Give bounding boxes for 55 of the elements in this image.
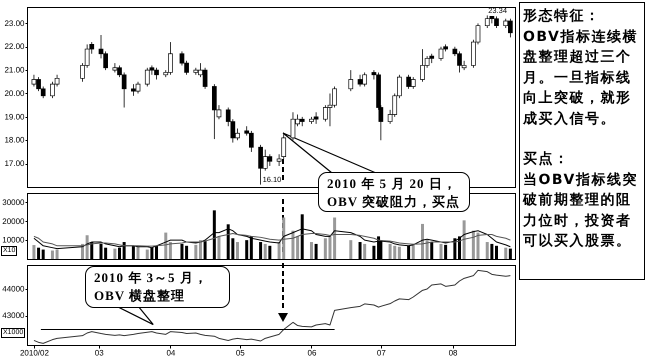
bar: [136, 246, 140, 259]
y-tick-label: 22.00: [4, 42, 26, 52]
bar: [217, 236, 220, 259]
candlestick: [410, 76, 416, 90]
bar: [264, 244, 267, 259]
annotation: 2010 年 5 月 20 日， OBV 突破阻力，买点: [327, 175, 461, 211]
x-tick-label: 07: [376, 348, 386, 358]
y-tick-label: 19.00: [4, 112, 26, 122]
x-tick-label: 08: [448, 348, 458, 358]
candlestick: [484, 15, 490, 28]
text: 当OBV指标线突破前期整理的阻力位时，投资者可以买入股票。: [523, 170, 639, 251]
text: 形态特征：: [523, 7, 602, 26]
x-tick-label: 06: [308, 348, 317, 358]
x-tick-label: 2010/02: [20, 348, 50, 358]
x-tick-label: 05: [236, 348, 246, 358]
y-tick-label: 10000: [2, 236, 26, 245]
candlestick: [429, 53, 434, 64]
bar: [486, 242, 489, 259]
bar: [198, 240, 202, 259]
y-tick-label: 18.00: [4, 136, 26, 145]
bar: [476, 232, 480, 259]
bar: [388, 244, 392, 259]
bar: [462, 220, 466, 259]
y-tick-label: 44000: [2, 284, 26, 294]
line-series: [33, 233, 511, 247]
bar: [398, 246, 401, 259]
text: 买点：: [523, 150, 570, 169]
x-tick-label: 03: [94, 348, 104, 358]
candlestick: [276, 154, 282, 166]
bar: [310, 242, 313, 259]
y-tick-label: 17.00: [4, 159, 26, 168]
x-tick-label: 04: [166, 348, 176, 358]
y-tick-label: 23.00: [4, 18, 26, 28]
text: OBV指标连续横盘整理超过三个月。一旦指标线向上突破，就形成买入信号。: [523, 28, 639, 128]
bar: [349, 240, 352, 259]
y-tick-label: 30000: [2, 198, 26, 207]
candlestick: [144, 67, 150, 87]
bar: [412, 244, 415, 259]
bar: [113, 248, 116, 259]
y-tick-label: 21.00: [4, 66, 26, 75]
line-series: [33, 270, 511, 344]
y-tick-label: 20.00: [4, 88, 26, 98]
candlestick: [267, 154, 272, 166]
annotation: 2010 年 3～5 月， OBV 横盘整理: [94, 269, 209, 305]
bar: [363, 244, 366, 259]
y-tick-label: 20000: [2, 216, 26, 226]
bar: [32, 245, 36, 259]
candlestick: [248, 130, 254, 152]
y-tick-label: 43000: [2, 311, 26, 320]
bar: [146, 250, 149, 259]
candlestick: [281, 132, 286, 160]
bar: [439, 244, 442, 259]
bar: [504, 248, 508, 259]
candlestick: [348, 70, 354, 92]
bar: [236, 242, 239, 259]
